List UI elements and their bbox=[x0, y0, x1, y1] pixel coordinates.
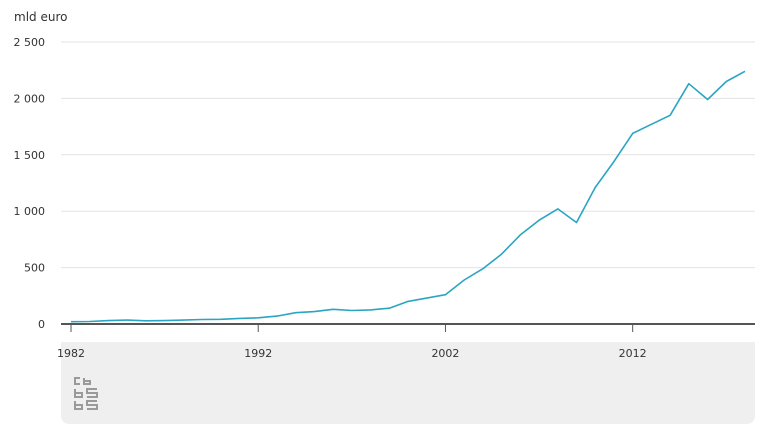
y-tick-label: 1 000 bbox=[14, 205, 46, 218]
y-tick-label: 2 000 bbox=[14, 92, 46, 105]
cbs-logo-icon bbox=[74, 377, 98, 410]
x-axis-ticks: 1982 1992 2002 2012 bbox=[57, 324, 647, 360]
x-tick-label: 2012 bbox=[619, 347, 647, 360]
grid-lines bbox=[61, 41, 755, 269]
x-tick-label: 2002 bbox=[431, 347, 459, 360]
y-tick-label: 1 500 bbox=[14, 149, 46, 162]
series-line bbox=[70, 70, 746, 323]
footer-panel bbox=[61, 342, 755, 424]
y-tick-label: 500 bbox=[24, 262, 45, 275]
y-tick-label: 2 500 bbox=[14, 36, 46, 49]
y-tick-label: 0 bbox=[38, 318, 45, 331]
y-axis-ticks: 0 500 1 000 1 500 2 000 2 500 bbox=[14, 36, 46, 331]
x-tick-label: 1982 bbox=[57, 347, 85, 360]
y-axis-label: mld euro bbox=[14, 10, 67, 24]
x-tick-label: 1992 bbox=[244, 347, 272, 360]
